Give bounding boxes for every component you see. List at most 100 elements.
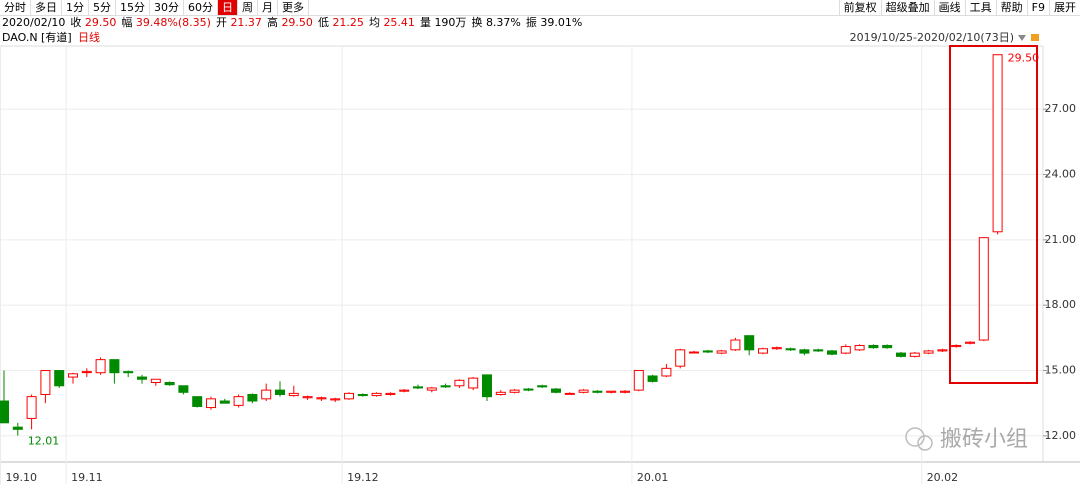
candle-body <box>923 350 934 354</box>
candle-body <box>81 371 92 374</box>
toolbar-button[interactable]: 15分 <box>116 0 150 15</box>
info-label: 幅 <box>121 16 133 29</box>
toolbar-button[interactable]: 分时 <box>0 0 31 15</box>
candle-body <box>592 390 603 393</box>
toolbar-button[interactable]: 5分 <box>89 0 116 15</box>
toolbar-button[interactable]: 多日 <box>31 0 62 15</box>
toolbar-button[interactable]: F9 <box>1026 0 1049 15</box>
highlight-box <box>949 45 1038 384</box>
candle-body <box>702 350 713 353</box>
candle-body <box>606 390 617 393</box>
candle-body <box>771 347 782 350</box>
candle-body <box>495 391 506 395</box>
candle-body <box>344 392 354 400</box>
candle-body <box>730 339 741 351</box>
toolbar-button[interactable]: 展开 <box>1049 0 1080 15</box>
candle-body <box>288 392 299 397</box>
info-item: 换 8.37% <box>471 16 520 29</box>
candle-body <box>206 398 216 409</box>
candle-body <box>440 385 451 388</box>
info-label: 换 <box>471 16 483 29</box>
candle-body <box>302 396 313 399</box>
candle-body <box>12 426 23 430</box>
candle-body <box>909 352 920 357</box>
candle-body <box>744 335 755 351</box>
info-item: 低 21.25 <box>318 16 364 29</box>
candle-body <box>261 389 272 400</box>
candle-body <box>413 386 423 389</box>
toolbar-button[interactable]: 1分 <box>62 0 89 15</box>
toolbar-button[interactable]: 工具 <box>964 0 996 15</box>
candle-body <box>54 370 65 387</box>
plot: 12.00 15.00 18.00 21.00 24.00 27.00 19.10 19.11… <box>0 46 1076 484</box>
toolbar-button[interactable]: 60分 <box>184 0 218 15</box>
dropdown[interactable] <box>1018 35 1026 41</box>
x-tick-label: 19.11 <box>71 471 103 484</box>
candle-body <box>854 344 865 351</box>
candle-body <box>840 346 851 354</box>
candle-body <box>716 350 727 354</box>
candle-body <box>896 352 906 357</box>
x-tick-label: 19.12 <box>347 471 379 484</box>
y-tick-label: 24.00 <box>1045 168 1077 181</box>
candle-body <box>385 392 396 395</box>
info-value: 39.01% <box>540 16 583 29</box>
y-tick-label: 12.00 <box>1045 429 1077 442</box>
info-label: 振 <box>525 16 537 29</box>
info-date: 2020/02/10 <box>2 16 66 29</box>
candle-body <box>785 348 796 351</box>
candle-body <box>357 393 368 397</box>
toolbar-button[interactable]: 30分 <box>150 0 184 15</box>
candle-body <box>978 237 989 341</box>
toolbar-button[interactable]: 周 <box>238 0 258 15</box>
candle-body <box>109 359 120 374</box>
candle-body <box>827 350 837 355</box>
toolbar-button[interactable]: 超级叠加 <box>880 0 934 15</box>
info-label: 量 <box>419 16 431 29</box>
info-value: 8.37% <box>485 16 521 29</box>
candle-body <box>219 400 230 404</box>
high-label: 29.50 <box>1008 52 1040 65</box>
candle-body <box>951 344 962 348</box>
candle-body <box>316 397 327 400</box>
candle-body <box>426 387 437 391</box>
candle-body <box>564 392 575 395</box>
info-item: 振 39.01% <box>526 16 582 29</box>
x-tick-label: 20.02 <box>927 471 959 484</box>
toolbar-button[interactable]: 月 <box>258 0 278 15</box>
candle-body <box>26 396 37 419</box>
toolbar-button[interactable]: 画线 <box>933 0 965 15</box>
candle-body <box>454 379 465 387</box>
low-label: 12.01 <box>28 435 60 448</box>
info-item: 开 21.37 <box>216 16 262 29</box>
candle-body <box>123 371 134 374</box>
toolbar-button[interactable]: 日 <box>218 0 238 15</box>
toolbar: 分时 多日 1分 5分 15分 30分 60分日周月更多 前复权 超级叠加 画线 工具 帮助 F9 展开 <box>0 0 1080 16</box>
info-item: 幅 39.48%(8.35) <box>121 16 211 29</box>
period: 日线 <box>78 30 100 44</box>
icon[interactable] <box>1031 34 1039 41</box>
candle-body <box>330 398 341 401</box>
toolbar-button[interactable]: 更多 <box>278 0 309 15</box>
candle-body <box>675 349 686 367</box>
watermark-text: 搬砖小组 <box>940 427 1028 452</box>
candle-body <box>275 389 285 395</box>
info-label: 收 <box>70 16 82 29</box>
candle-body <box>661 367 672 377</box>
candle-body <box>813 349 824 352</box>
candle-body <box>247 393 258 402</box>
candle-body <box>551 388 561 393</box>
info-label: 低 <box>317 16 329 29</box>
toolbar-button[interactable]: 前复权 <box>838 0 881 15</box>
candle-body <box>868 344 879 349</box>
x-tick-label: 19.10 <box>6 471 38 484</box>
candle-body <box>150 378 161 384</box>
toolbar-right: 前复权 超级叠加 画线 工具 帮助 F9 展开 <box>838 0 1080 15</box>
toolbar-button[interactable]: 帮助 <box>995 0 1027 15</box>
info-value: 29.50 <box>84 16 117 29</box>
watermark-icon <box>905 427 925 447</box>
candle-body <box>0 400 9 424</box>
range-label: 2019/10/25-2020/02/10(73日) <box>850 31 1014 44</box>
candle-body <box>371 392 382 397</box>
